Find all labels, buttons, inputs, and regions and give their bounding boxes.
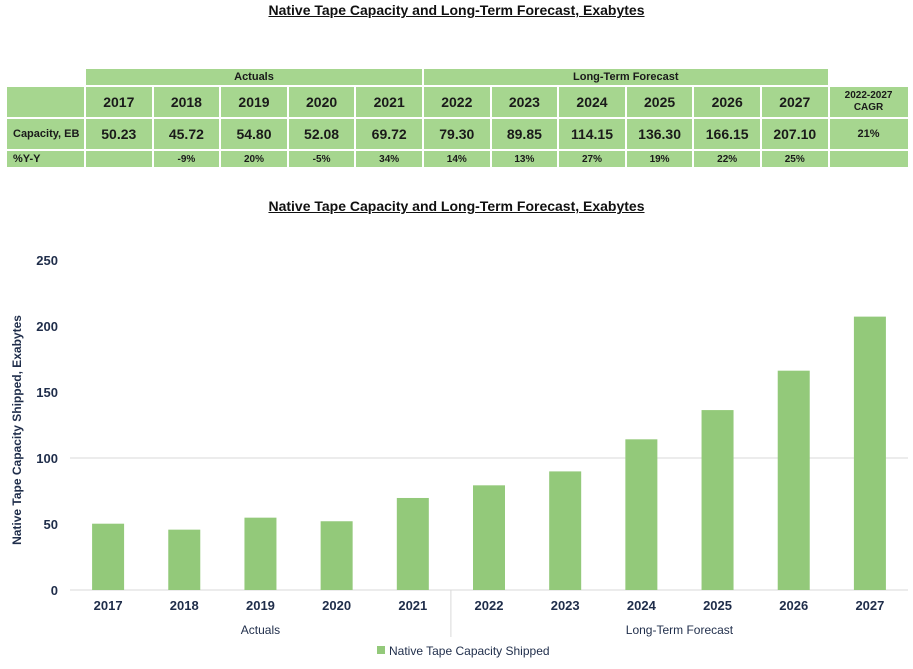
chart-title: Native Tape Capacity and Long-Term Forec… xyxy=(268,198,645,214)
group-label: Actuals xyxy=(241,623,280,637)
year-header-cell: 2025 xyxy=(624,85,695,119)
year-header-cell: 2017 xyxy=(84,85,154,119)
yoy-cell: 25% xyxy=(759,149,830,169)
x-tick-label: 2025 xyxy=(703,598,732,613)
year-header-cell: 2027 xyxy=(759,85,830,119)
capacity-cell: 114.15 xyxy=(557,117,627,151)
yoy-cell: -5% xyxy=(286,149,357,169)
group-label: Long-Term Forecast xyxy=(626,623,734,637)
yoy-cell: 20% xyxy=(219,149,289,169)
year-header-cell: 2023 xyxy=(489,85,560,119)
capacity-cell: 69.72 xyxy=(354,117,424,151)
bar-2022 xyxy=(473,485,505,590)
capacity-row-label: Capacity, EB xyxy=(5,117,86,151)
bar-2018 xyxy=(168,529,201,590)
capacity-cell: 207.10 xyxy=(759,117,830,151)
yoy-cell: 19% xyxy=(624,149,695,169)
year-header-cell: 2019 xyxy=(219,85,289,119)
bar-2017 xyxy=(92,523,125,590)
table-corner xyxy=(5,67,86,87)
yoy-cell: 27% xyxy=(557,149,627,169)
year-header-cell: 2018 xyxy=(151,85,222,119)
capacity-cell: 52.08 xyxy=(286,117,357,151)
capacity-cell: 50.23 xyxy=(84,117,154,151)
x-tick-label: 2020 xyxy=(322,598,351,613)
bar-2019 xyxy=(244,517,277,590)
year-header-cell: 2024 xyxy=(557,85,627,119)
x-tick-label: 2017 xyxy=(94,598,123,613)
x-tick-label: 2021 xyxy=(398,598,427,613)
yoy-row-label: %Y-Y xyxy=(5,149,86,169)
y-axis-title: Native Tape Capacity Shipped, Exabytes xyxy=(10,315,24,545)
year-header-cell: 2022 xyxy=(422,85,492,119)
bar-2027 xyxy=(853,316,886,590)
x-tick-label: 2024 xyxy=(627,598,657,613)
bar-2026 xyxy=(777,370,810,590)
capacity-table: Actuals Long-Term Forecast 2017 2018 2019 2… xyxy=(5,67,910,169)
actuals-group-header: Actuals xyxy=(84,67,424,87)
bar-2021 xyxy=(396,497,429,590)
table-title: Native Tape Capacity and Long-Term Forec… xyxy=(268,2,645,18)
year-header-cell: 2021 xyxy=(354,85,424,119)
cagr-header-line2: CAGR xyxy=(853,102,884,113)
bar-2020 xyxy=(320,521,353,590)
capacity-cell: 166.15 xyxy=(692,117,762,151)
capacity-cell: 45.72 xyxy=(151,117,222,151)
y-tick-label: 50 xyxy=(44,517,58,532)
year-header-label xyxy=(5,85,86,119)
x-tick-label: 2023 xyxy=(551,598,580,613)
capacity-bar-chart: 0 50 100 150 200 250 Native Tape Capacity Ship… xyxy=(10,253,908,658)
yoy-cell: -9% xyxy=(151,149,222,169)
y-tick-label: 200 xyxy=(36,319,58,334)
yoy-cell: 13% xyxy=(489,149,560,169)
capacity-cell: 79.30 xyxy=(422,117,492,151)
year-header-cell: 2020 xyxy=(286,85,357,119)
x-tick-label: 2022 xyxy=(475,598,504,613)
year-header-cell: 2026 xyxy=(692,85,762,119)
bar-2023 xyxy=(549,471,582,590)
y-tick-label: 100 xyxy=(36,451,58,466)
cagr-header: 2022-2027 CAGR xyxy=(827,85,910,119)
x-tick-label: 2019 xyxy=(246,598,275,613)
cagr-value: 21% xyxy=(827,117,910,151)
yoy-cell xyxy=(84,149,154,169)
table-corner-right xyxy=(827,67,910,87)
y-tick-label: 250 xyxy=(36,253,58,268)
capacity-cell: 89.85 xyxy=(489,117,560,151)
bar-2025 xyxy=(701,410,734,590)
legend-swatch xyxy=(377,646,385,654)
x-tick-label: 2027 xyxy=(855,598,884,613)
y-tick-label: 150 xyxy=(36,385,58,400)
yoy-cell: 34% xyxy=(354,149,424,169)
capacity-cell: 136.30 xyxy=(624,117,695,151)
cagr-header-line1: 2022-2027 xyxy=(844,90,893,101)
yoy-cagr-blank xyxy=(827,149,910,169)
yoy-cell: 14% xyxy=(422,149,492,169)
yoy-cell: 22% xyxy=(692,149,762,169)
x-tick-label: 2026 xyxy=(779,598,808,613)
y-tick-label: 0 xyxy=(51,583,58,598)
bar-2024 xyxy=(625,439,658,590)
capacity-cell: 54.80 xyxy=(219,117,289,151)
legend-label: Native Tape Capacity Shipped xyxy=(389,644,550,658)
forecast-group-header: Long-Term Forecast xyxy=(422,67,830,87)
x-tick-label: 2018 xyxy=(170,598,199,613)
